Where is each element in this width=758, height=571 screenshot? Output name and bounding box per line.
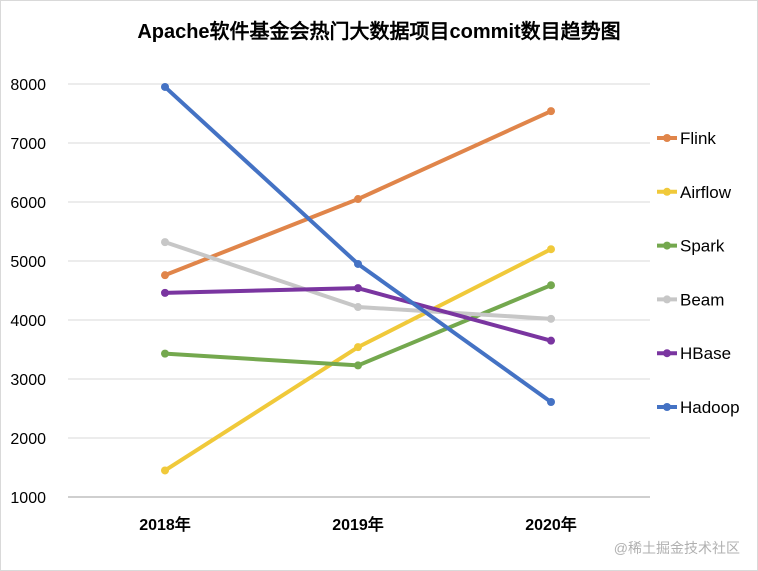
- series-line: [163, 84, 553, 405]
- series-airflow: [161, 245, 555, 475]
- legend-item-hbase: HBase: [657, 344, 731, 363]
- series-hbase: [161, 284, 555, 345]
- legend-label: Hadoop: [680, 398, 740, 417]
- data-point: [547, 281, 555, 290]
- watermark: @稀土掘金技术社区: [614, 540, 740, 556]
- legend-label: Airflow: [680, 183, 732, 202]
- x-tick-label: 2020年: [525, 515, 577, 534]
- y-tick-label: 2000: [10, 431, 46, 448]
- legend-item-flink: Flink: [657, 129, 716, 148]
- data-point: [354, 195, 362, 204]
- legend-label: Flink: [680, 129, 716, 148]
- data-point: [354, 284, 362, 293]
- series-lines: [161, 82, 555, 475]
- legend-label: Spark: [680, 237, 725, 256]
- data-point: [161, 349, 169, 358]
- data-point: [161, 271, 169, 280]
- series-spark: [161, 281, 555, 370]
- legend-swatch-marker: [663, 134, 671, 142]
- y-tick-label: 5000: [10, 254, 46, 271]
- legend-swatch-marker: [663, 187, 671, 196]
- legend-item-spark: Spark: [657, 237, 725, 256]
- x-tick-label: 2018年: [139, 515, 191, 534]
- legend-label: Beam: [680, 290, 724, 309]
- series-flink: [161, 107, 555, 280]
- legend-swatch-marker: [663, 349, 671, 358]
- series-hadoop: [161, 82, 555, 407]
- y-tick-label: 4000: [10, 313, 46, 330]
- y-tick-label: 8000: [10, 77, 46, 94]
- data-point: [354, 361, 362, 370]
- data-point: [161, 238, 169, 247]
- legend: Flink Airflow Spark Beam HBase Hadoop: [657, 129, 740, 417]
- legend-swatch-marker: [663, 295, 671, 304]
- legend-swatch-marker: [663, 241, 671, 250]
- data-point: [354, 303, 362, 312]
- y-tick-label: 1000: [10, 490, 46, 507]
- data-point: [161, 82, 169, 91]
- data-point: [161, 466, 169, 475]
- legend-item-hadoop: Hadoop: [657, 398, 740, 417]
- legend-item-beam: Beam: [657, 290, 724, 309]
- y-tick-label: 7000: [10, 136, 46, 153]
- y-tick-label: 3000: [10, 372, 46, 389]
- data-point: [547, 398, 555, 407]
- y-axis-ticks: 1000 2000 3000 4000 5000 6000 7000 8000: [10, 77, 46, 507]
- legend-label: HBase: [680, 344, 731, 363]
- series-beam: [161, 238, 555, 323]
- x-tick-label: 2019年: [332, 515, 384, 534]
- x-axis-ticks: 2018年 2019年 2020年: [139, 515, 577, 534]
- legend-item-airflow: Airflow: [657, 183, 732, 202]
- y-tick-label: 6000: [10, 195, 46, 212]
- data-point: [547, 107, 555, 116]
- data-point: [547, 336, 555, 345]
- data-point: [161, 288, 169, 297]
- data-point: [547, 245, 555, 254]
- chart-title: Apache软件基金会热门大数据项目commit数目趋势图: [137, 19, 620, 43]
- legend-swatch-marker: [663, 403, 671, 411]
- data-point: [354, 259, 362, 268]
- data-point: [354, 343, 362, 352]
- data-point: [547, 314, 555, 323]
- series-line: [163, 109, 553, 278]
